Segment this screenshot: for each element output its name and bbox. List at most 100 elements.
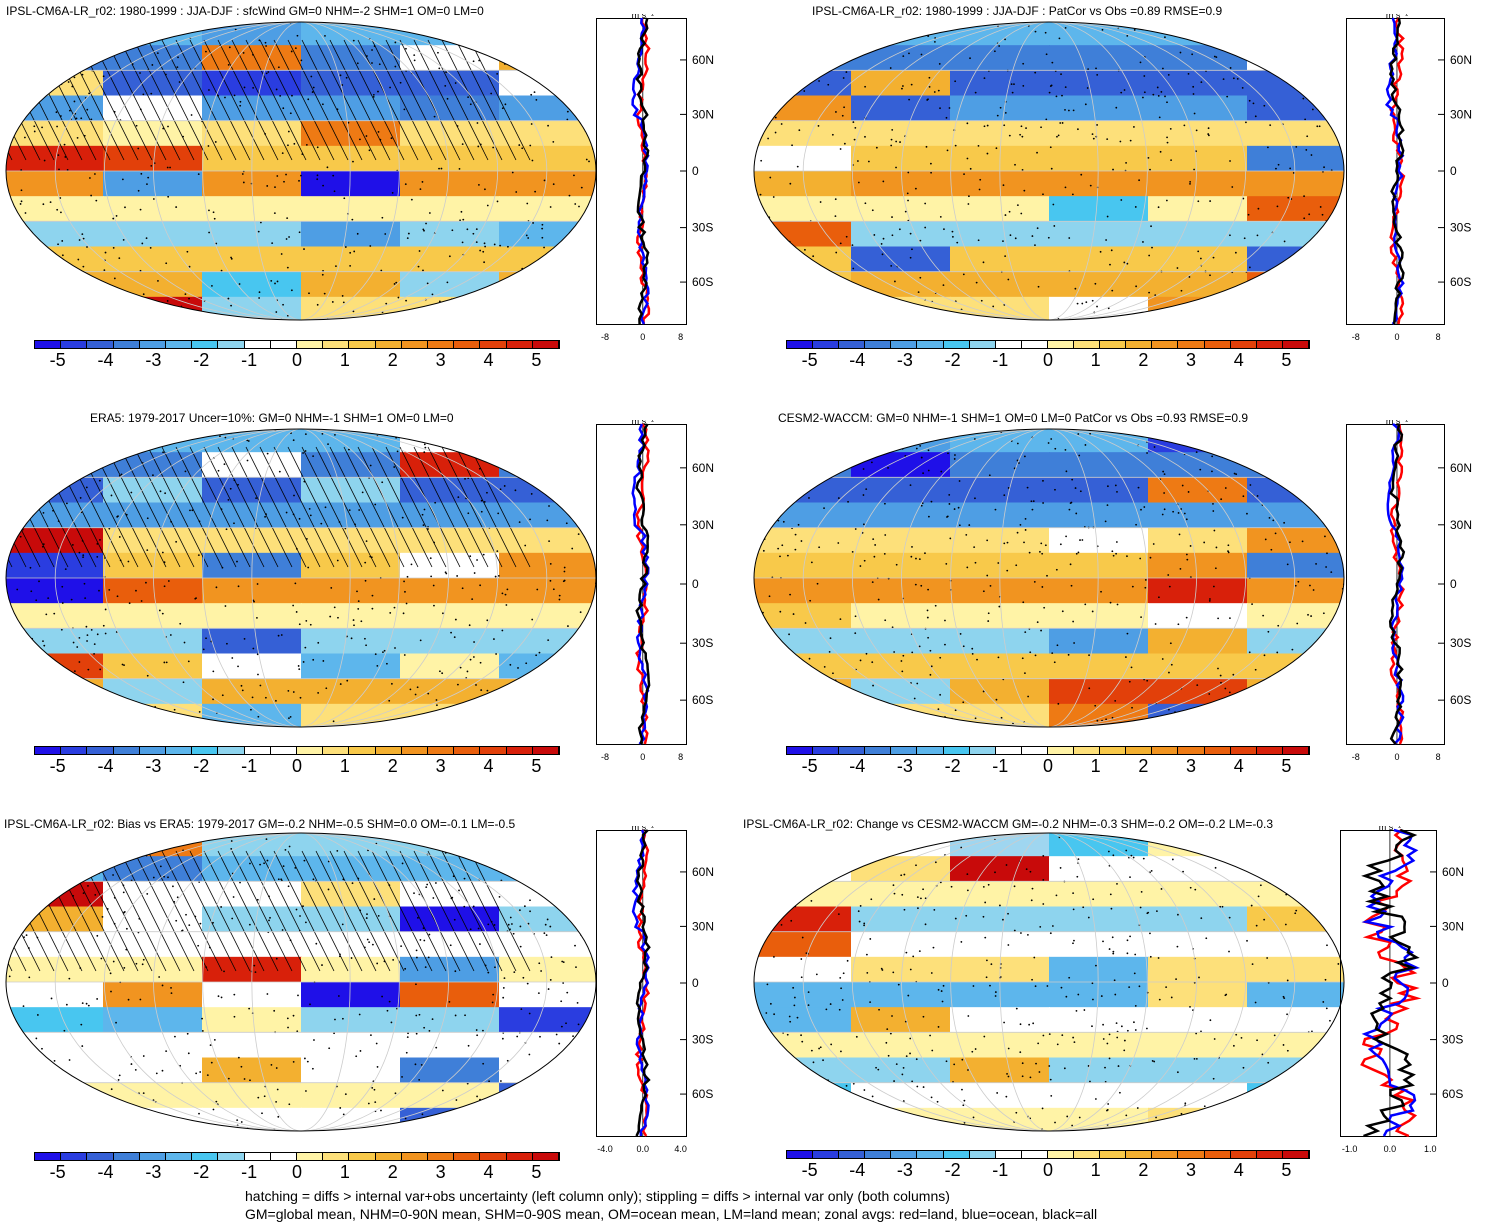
zonal-units-label: m s⁻¹ <box>632 826 654 832</box>
colorbar-tick-label: -3 <box>896 756 913 776</box>
colorbar-tick-label: -4 <box>97 350 114 370</box>
map-panel-4 <box>753 428 1345 728</box>
map-outline <box>753 428 1345 728</box>
colorbar-tick-label: -2 <box>944 1160 961 1180</box>
colorbar-tick-label: -2 <box>944 756 961 776</box>
colorbar-tick-label: 4 <box>483 756 494 776</box>
latitude-label: 30N <box>1450 518 1472 532</box>
latitude-label: 30N <box>692 107 714 121</box>
colorbar-tick-label: 1 <box>339 756 350 776</box>
colorbar-1 <box>34 340 560 349</box>
zonal-units-label: m s⁻¹ <box>1379 826 1401 832</box>
colorbar-tick-label: 0 <box>291 1162 303 1182</box>
colorbar-labels-1: -5 -4 -3 -2 -1 0 1 2 3 4 5 <box>34 350 560 372</box>
colorbar-labels-2: -5 -4 -3 -2 -1 0 1 2 3 4 5 <box>786 350 1310 372</box>
colorbar-tick-label: 2 <box>387 1162 398 1182</box>
colorbar-tick-label: 4 <box>483 1162 494 1182</box>
colorbar-tick-label: 4 <box>1233 756 1244 776</box>
zonal-x-tick-label: 8 <box>1436 332 1441 342</box>
colorbar-tick-label: 2 <box>1138 1160 1149 1180</box>
zonal-x-tick-label: 0 <box>1394 752 1399 762</box>
latitude-label: 30S <box>692 221 713 235</box>
colorbar-labels-3: -5 -4 -3 -2 -1 0 1 2 3 4 5 <box>34 756 560 778</box>
colorbar-4 <box>786 746 1310 755</box>
latitude-label: 60S <box>1442 1087 1463 1101</box>
zonal-x-tick-label: 0 <box>640 332 645 342</box>
latitude-label: 0 <box>692 976 699 990</box>
zonal-curve-ocean <box>1384 17 1405 325</box>
latitude-label: 0 <box>1450 164 1457 178</box>
colorbar-tick-label: -5 <box>801 350 818 370</box>
latitude-label: 30N <box>1442 919 1464 933</box>
colorbar-tick-label: -1 <box>992 756 1009 776</box>
colorbar-tick-label: 5 <box>531 1162 542 1182</box>
colorbar-tick-label: -4 <box>97 756 114 776</box>
latitude-label: 60N <box>1442 865 1464 879</box>
footer-line-1: hatching = diffs > internal var+obs unce… <box>245 1188 950 1204</box>
map-panel-1 <box>5 21 597 321</box>
colorbar-labels-5: -5 -4 -3 -2 -1 0 1 2 3 4 5 <box>34 1162 560 1184</box>
zonal-x-tick-label: 1.0 <box>1424 1144 1437 1154</box>
latitude-label: 60N <box>1450 53 1472 67</box>
colorbar-tick-label: 1 <box>339 1162 350 1182</box>
zonal-x-tick-label: -1.0 <box>1342 1144 1358 1154</box>
panel-2-title: IPSL-CM6A-LR_r02: 1980-1999 : JJA-DJF : … <box>812 4 1223 18</box>
colorbar-tick-label: 0 <box>1042 350 1054 370</box>
latitude-label: 60S <box>692 1087 713 1101</box>
zonal-curve-ocean <box>1361 828 1421 1137</box>
colorbar-tick-label: 5 <box>1281 1160 1292 1180</box>
colorbar-tick-label: 3 <box>435 1162 446 1182</box>
colorbar-tick-label: 1 <box>1090 350 1101 370</box>
colorbar-tick-label: -1 <box>241 756 258 776</box>
zonal-units-label: m s⁻¹ <box>1386 420 1408 426</box>
colorbar-tick-label: -5 <box>49 350 66 370</box>
zonal-units-label: m s⁻¹ <box>632 420 654 426</box>
colorbar-tick-label: 3 <box>435 756 446 776</box>
zonal-x-tick-label: -4.0 <box>597 1144 613 1154</box>
latitude-label: 60N <box>692 53 714 67</box>
zonal-x-tick-label: 0.0 <box>637 1144 650 1154</box>
zonal-average-panel-2: m s⁻¹ 60N 30N 0 30S 60S -8 0 8 <box>1346 14 1472 342</box>
zonal-x-tick-label: 8 <box>1436 752 1441 762</box>
colorbar-tick-label: 3 <box>1186 350 1197 370</box>
colorbar-tick-label: -4 <box>849 756 866 776</box>
latitude-label: 0 <box>692 577 699 591</box>
zonal-curve-all <box>635 423 651 745</box>
colorbar-tick-label: 3 <box>1186 1160 1197 1180</box>
colorbar-tick-label: 5 <box>1281 756 1292 776</box>
latitude-label: 60S <box>1450 693 1471 707</box>
zonal-units-label: m s⁻¹ <box>632 14 654 20</box>
map-panel-2 <box>753 21 1345 321</box>
colorbar-tick-label: -3 <box>896 1160 913 1180</box>
colorbar-tick-label: 2 <box>1138 350 1149 370</box>
colorbar-tick-label: -1 <box>992 350 1009 370</box>
zonal-curve-all <box>1388 423 1406 745</box>
map-outline <box>753 21 1345 321</box>
colorbar-tick-label: 4 <box>1233 350 1244 370</box>
colorbar-tick-label: -5 <box>49 756 66 776</box>
colorbar-tick-label: 5 <box>531 350 542 370</box>
colorbar-tick-label: 0 <box>291 756 303 776</box>
latitude-label: 60S <box>692 275 713 289</box>
colorbar-tick-label: -3 <box>145 756 162 776</box>
colorbar-tick-label: -3 <box>896 350 913 370</box>
latitude-label: 30S <box>692 636 713 650</box>
panel-4-title: CESM2-WACCM: GM=0 NHM=-1 SHM=1 OM=0 LM=0… <box>778 411 1249 425</box>
colorbar-tick-label: 3 <box>435 350 446 370</box>
latitude-label: 30N <box>692 518 714 532</box>
zonal-x-tick-label: -8 <box>1352 332 1360 342</box>
zonal-average-panel-1: m s⁻¹ 60N 30N 0 30S 60S -8 0 8 <box>596 14 714 342</box>
colorbar-tick-label: -2 <box>193 756 210 776</box>
latitude-label: 60S <box>692 693 713 707</box>
latitude-label: 30N <box>1450 107 1472 121</box>
colorbar-tick-label: -4 <box>849 350 866 370</box>
zonal-curve-all <box>1361 828 1420 1138</box>
latitude-label: 60N <box>692 461 714 475</box>
latitude-label: 60N <box>1450 461 1472 475</box>
colorbar-6 <box>786 1150 1310 1159</box>
panel-5-title: IPSL-CM6A-LR_r02: Bias vs ERA5: 1979-201… <box>4 817 516 831</box>
colorbar-tick-label: -2 <box>944 350 961 370</box>
colorbar-tick-label: 1 <box>1090 1160 1101 1180</box>
map-panel-6 <box>753 832 1345 1132</box>
zonal-curve-all <box>635 829 651 1137</box>
